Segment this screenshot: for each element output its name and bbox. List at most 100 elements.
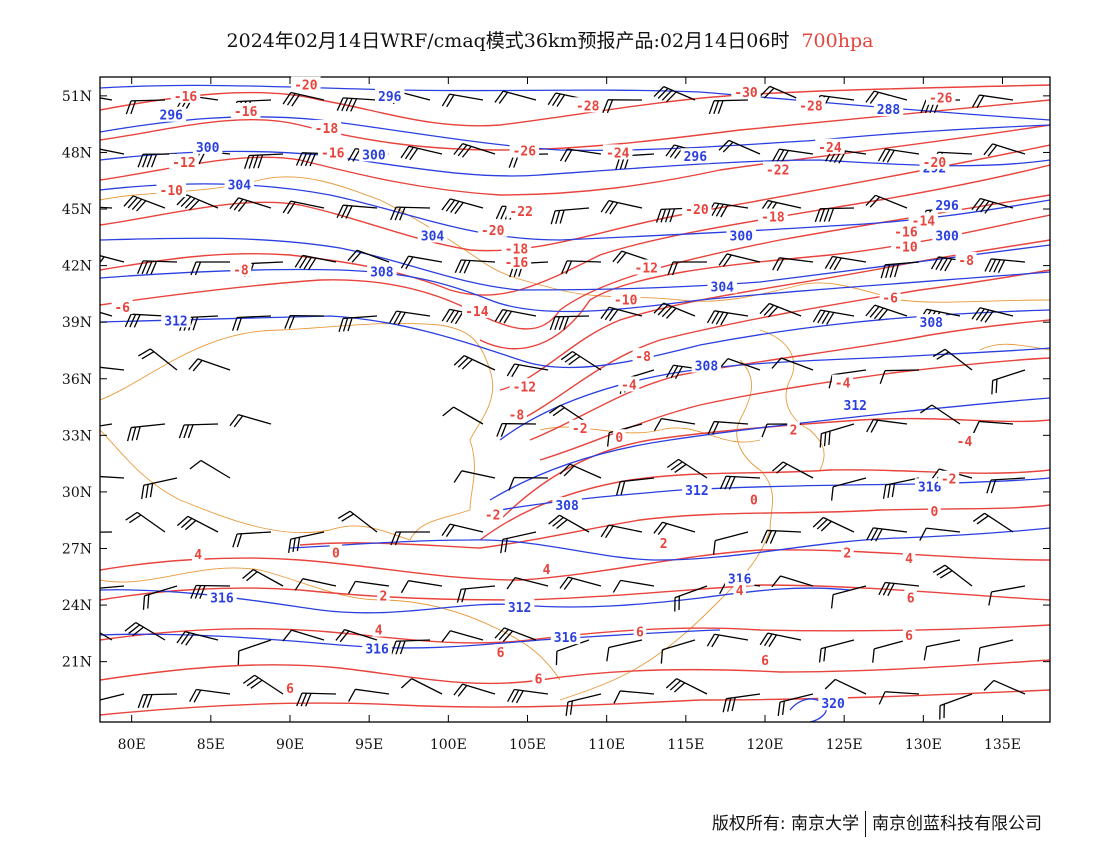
wind-barb-feather (453, 470, 463, 483)
wind-barb-shaft (249, 153, 284, 157)
height-contour-label: 304 (711, 280, 735, 295)
wind-barb-feather (781, 700, 785, 715)
height-contour-label: 288 (877, 103, 901, 118)
wind-barb (877, 148, 920, 163)
wind-barb-shaft (100, 305, 113, 317)
wind-barb-feather (294, 255, 304, 268)
temperature-contour-label-halo (372, 621, 385, 637)
temperature-contour-label: 2 (843, 546, 851, 561)
wind-barb-feather (189, 459, 202, 470)
wind-barb-shaft (514, 688, 549, 695)
wind-barb-feather (823, 647, 827, 662)
wind-barb (988, 585, 1026, 606)
wind-barb-feather (552, 407, 565, 417)
wind-barb-shaft (555, 207, 590, 212)
wind-barb-shaft (566, 260, 602, 263)
title-main: 2024年02月14日WRF/cmaq模式36km预报产品:02月14日06时 (226, 30, 790, 52)
temperature-contour-label-halo (758, 651, 772, 667)
wind-barb-feather (494, 309, 504, 322)
wind-barb-shaft (302, 578, 337, 587)
height-contour-label: 316 (365, 642, 389, 657)
wind-barb-feather (604, 308, 615, 321)
temperature-contour-label-halo (832, 374, 854, 390)
height-contour (100, 84, 1050, 121)
wind-barb-feather (189, 689, 197, 703)
wind-barb-feather (388, 310, 397, 324)
height-contour-label-halo (680, 148, 711, 164)
wind-barb-shaft (780, 357, 814, 371)
height-contour-label-halo (375, 87, 405, 103)
wind-barb-shaft (554, 315, 590, 318)
temperature-contour-label-halo (682, 201, 712, 217)
wind-barb-feather (129, 314, 137, 328)
wind-barb-feather (976, 515, 989, 525)
wind-barb-feather (569, 700, 573, 715)
wind-barb-feather (830, 594, 834, 609)
wind-barb (136, 260, 178, 275)
wind-barb-feather (988, 591, 993, 606)
wind-barb-feather (670, 365, 679, 379)
wind-barb (602, 99, 643, 114)
wind-barb-feather (405, 256, 414, 270)
wind-barb-shaft (926, 527, 961, 533)
temperature-contour-label: 0 (615, 431, 623, 446)
wind-barb-feather (350, 98, 358, 112)
temperature-contour-label-halo (505, 406, 527, 422)
wind-barb (972, 420, 1014, 435)
wind-barb-feather (232, 533, 238, 548)
wind-barb (100, 93, 113, 101)
wind-barb-feather (865, 194, 876, 206)
wind-barb (882, 477, 920, 499)
wind-barb-feather (138, 348, 151, 357)
wind-barb-shaft (463, 355, 496, 371)
wind-barb-feather (765, 530, 773, 544)
y-tick-label: 27N (62, 541, 92, 557)
wind-barb-feather (828, 374, 833, 389)
wind-barb-feather (125, 511, 138, 521)
wind-barb-shaft (822, 516, 855, 533)
wind-barb-shaft (100, 423, 113, 430)
wind-barb-shaft (100, 585, 125, 590)
temperature-contour-label-halo (928, 502, 941, 518)
wind-barb (229, 197, 272, 212)
wind-barb-shaft (608, 524, 643, 533)
wind-barb-feather (400, 580, 409, 594)
wind-barb-feather (935, 257, 944, 271)
wind-barb-feather (397, 312, 406, 325)
wind-barb-feather (939, 570, 953, 579)
temp-contour (100, 689, 1050, 716)
wind-barb-feather (390, 531, 397, 546)
wind-barb-feather (819, 433, 823, 448)
wind-barb (560, 350, 602, 371)
wind-barb-feather (351, 251, 362, 263)
height-contour-label-halo (367, 263, 397, 279)
wind-barb-feather (761, 423, 768, 438)
temperature-contour-label: -20 (481, 224, 505, 239)
wind-barb-feather (866, 527, 874, 541)
wind-barb-shaft (979, 420, 1014, 425)
temperature-contour-label-halo (482, 506, 504, 522)
wind-barb-feather (715, 203, 724, 217)
wind-barb-feather (180, 196, 192, 208)
wind-barb-feather (870, 528, 879, 542)
wind-barb-feather (976, 95, 985, 109)
wind-barb-shaft (832, 477, 867, 488)
wind-barb-feather (131, 426, 137, 441)
wind-barb-feather (445, 524, 455, 538)
temperature-contour-label-halo (815, 138, 845, 154)
wind-barb-feather (653, 302, 664, 314)
height-contour-label-halo (707, 278, 737, 294)
height-contour-label-halo (207, 589, 237, 605)
temperature-contour-label: 4 (375, 624, 383, 639)
wind-barb-feather (555, 651, 558, 666)
temperature-contour-label-halo (632, 348, 654, 364)
y-tick-label: 24N (62, 598, 92, 614)
wind-barb-shaft (885, 148, 920, 155)
height-contour-label: 308 (920, 316, 944, 331)
wind-barb-feather (653, 418, 662, 432)
wind-barb (939, 693, 973, 720)
wind-barb-feather (257, 154, 264, 169)
wind-barb-feather (400, 678, 413, 689)
wind-barb-shaft (714, 633, 749, 641)
wind-barb (919, 527, 961, 541)
